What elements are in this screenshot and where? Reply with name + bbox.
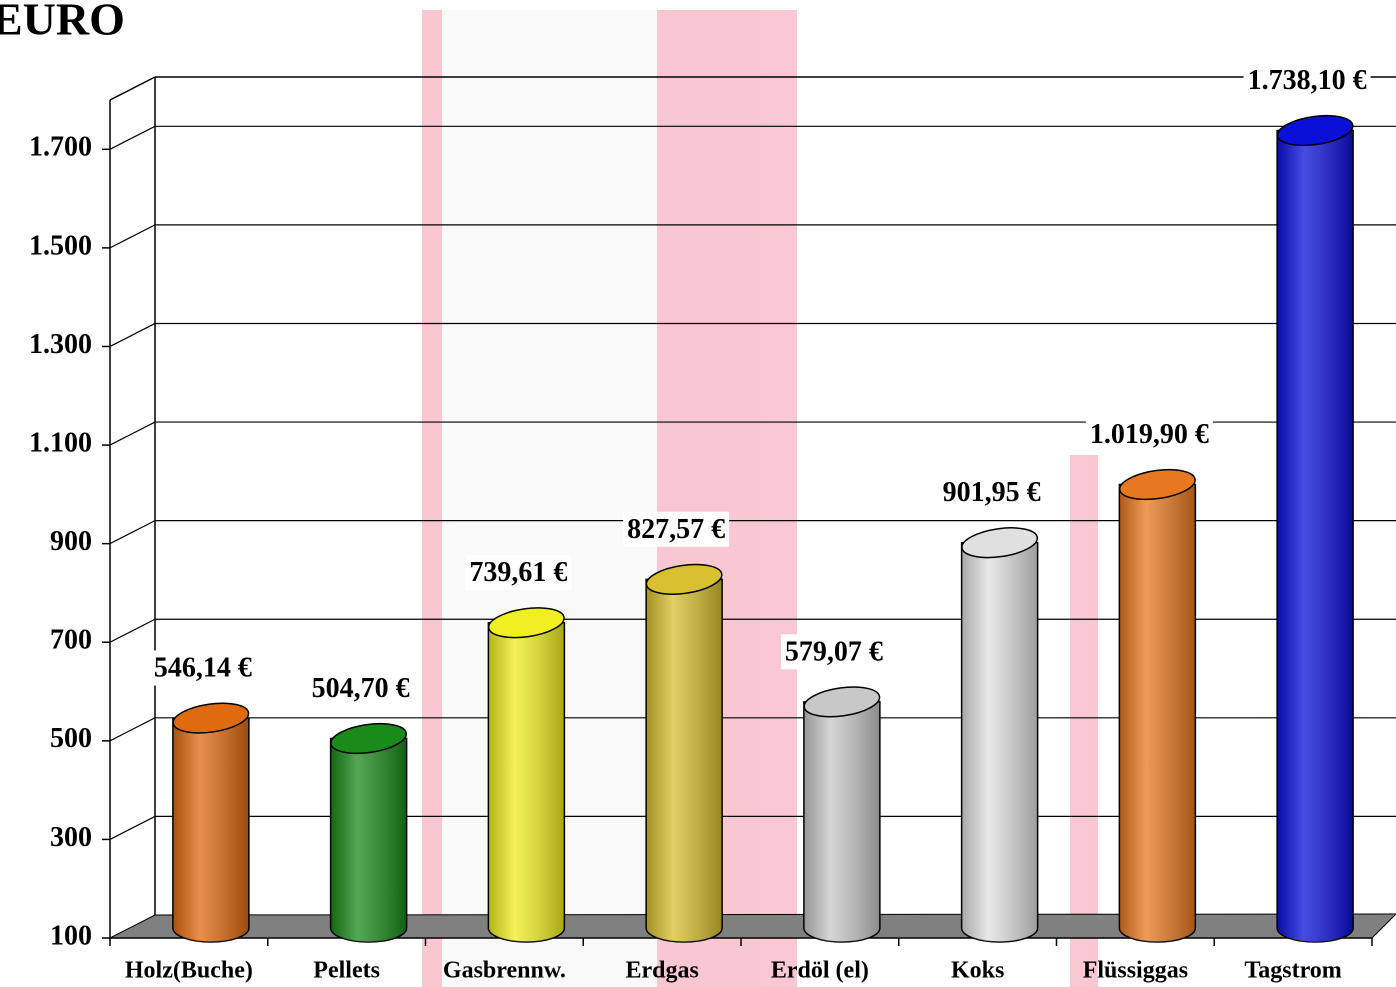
- grid-line: [109, 815, 156, 840]
- bar-top: [645, 563, 723, 595]
- left-wall-top: [109, 76, 156, 101]
- y-tick-label: 1.500: [29, 230, 92, 261]
- y-tick-label: 900: [50, 526, 92, 557]
- bar-top: [487, 607, 565, 639]
- x-tick-label: Tagstrom: [1244, 958, 1341, 984]
- bar-shade: [803, 701, 880, 943]
- value-label-bg: [780, 634, 887, 670]
- value-label-bg: [307, 670, 414, 706]
- grid-line: [109, 618, 156, 643]
- bar: [329, 722, 408, 943]
- bar-shade: [1277, 130, 1354, 943]
- bar-top: [330, 722, 408, 755]
- bar-top: [172, 702, 250, 734]
- x-tick-label: Gasbrennw.: [443, 958, 566, 984]
- bar-shade: [1119, 484, 1196, 943]
- value-label: 579,07 €: [785, 636, 883, 667]
- y-tick-label: 500: [50, 723, 92, 754]
- bar-shade: [172, 718, 249, 943]
- bar-shade: [488, 622, 565, 943]
- grid-line: [109, 224, 156, 249]
- value-label-bg: [1243, 62, 1371, 98]
- x-tick-label: Flüssiggas: [1083, 958, 1188, 984]
- grid-line: [109, 717, 156, 742]
- chart-title: EURO: [0, 0, 125, 45]
- bar: [960, 527, 1039, 943]
- bar: [803, 686, 881, 943]
- y-tick-label: 1.300: [29, 329, 92, 360]
- grid-line: [109, 125, 156, 150]
- value-label-bg: [938, 475, 1045, 511]
- x-tick-label: Koks: [951, 958, 1004, 984]
- bar: [645, 563, 723, 943]
- value-label: 1.019,90 €: [1090, 419, 1209, 450]
- y-tick-label: 100: [50, 920, 92, 951]
- y-tick-label: 300: [50, 822, 92, 853]
- value-label-bg: [623, 511, 730, 547]
- bar-shade: [330, 738, 407, 943]
- bar: [1276, 114, 1354, 943]
- bar-top: [803, 686, 881, 718]
- x-tick-label: Erdöl (el): [771, 958, 869, 984]
- grid-line: [109, 322, 156, 348]
- x-tick-label: Erdgas: [625, 958, 698, 984]
- value-label: 504,70 €: [312, 673, 410, 704]
- grid-line: [109, 520, 156, 545]
- bar-top: [1276, 114, 1354, 147]
- bar-top: [961, 527, 1039, 559]
- value-label: 901,95 €: [943, 477, 1041, 508]
- value-label-bg: [465, 555, 572, 591]
- y-tick-label: 1.100: [29, 427, 92, 458]
- y-tick-label: 1.700: [29, 132, 92, 163]
- bar-shade: [961, 542, 1038, 943]
- value-label: 1.738,10 €: [1248, 65, 1367, 96]
- bar: [1118, 468, 1197, 943]
- bar: [487, 607, 566, 943]
- value-label-bg: [1085, 416, 1213, 452]
- x-tick-label: Pellets: [313, 958, 380, 984]
- bar: [172, 702, 250, 943]
- x-tick-label: Holz(Buche): [125, 958, 253, 984]
- floor: [109, 913, 1396, 939]
- y-tick-label: 700: [50, 625, 92, 656]
- value-label: 739,61 €: [469, 557, 567, 588]
- bar-top: [1118, 468, 1196, 501]
- bar-shade: [646, 579, 723, 943]
- value-label: 546,14 €: [154, 653, 252, 684]
- value-label-bg: [149, 650, 256, 686]
- value-label: 827,57 €: [627, 514, 725, 545]
- grid-line: [109, 421, 156, 446]
